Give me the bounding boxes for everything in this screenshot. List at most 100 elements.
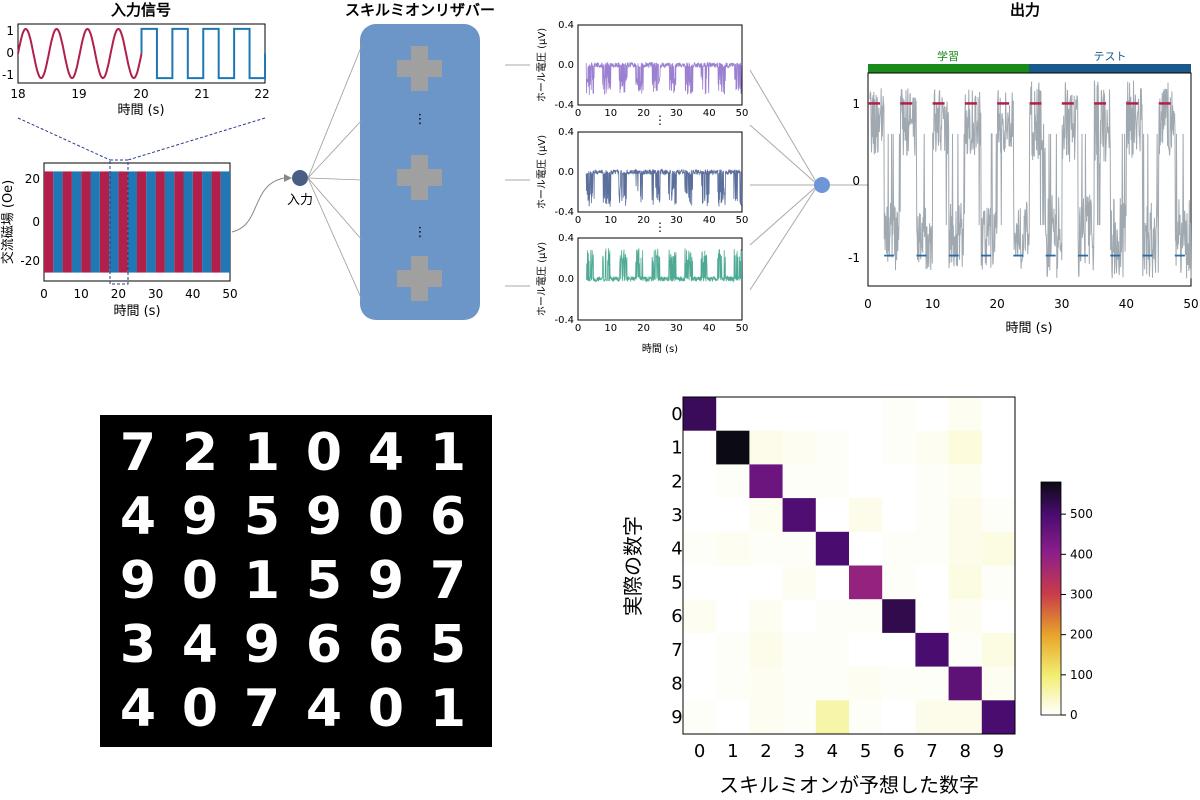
hall-xtick-2-1: 10 [604,323,617,334]
input-segment-1-0 [53,171,63,273]
heatmap-cell-6-6 [882,599,916,634]
input-segment-0-5 [137,171,147,273]
heatmap-cell-2-6 [882,464,916,499]
heatmap-ytick-3: 3 [671,505,682,526]
heatmap-cell-8-5 [849,666,883,701]
hall-xtick-2-3: 30 [670,323,683,334]
heatmap-cell-0-2 [749,397,783,431]
heatmap-cell-7-8 [948,632,983,667]
out-xtick-20: 20 [990,297,1005,311]
colorbar-tick-200: 200 [1070,628,1093,642]
heatmap-cell-0-3 [782,397,817,431]
hall-xtick-1-4: 40 [703,215,716,226]
hall-ytick-0-0: 0.4 [558,20,574,31]
reservoir-dots-1: ⋮ [414,112,427,127]
input-segment-1-5 [146,171,156,273]
inset-sine-series [17,28,143,79]
reservoir-title: スキルミオンリザバー [345,1,495,19]
heatmap-cell-4-3 [782,531,817,566]
heatmap-cell-3-0 [683,498,717,533]
train-label: 学習 [937,49,959,63]
reservoir-link-4 [307,177,363,301]
heatmap-ytick-5: 5 [671,572,682,593]
heatmap-ylabel: 実際の数字 [621,516,645,616]
heatmap-cell-8-6 [882,666,916,701]
inset-ytick-neg1: -1 [2,68,14,82]
heatmap-cell-7-9 [981,632,1016,667]
hall-xtick-2-4: 40 [703,323,716,334]
hall-ytick-2-1: 0.0 [558,274,574,285]
colorbar-tick-100: 100 [1070,668,1093,682]
mnist-digit: 9 [119,551,157,611]
inset-xtick-18: 18 [10,87,25,101]
mnist-digit: 9 [367,551,405,611]
heatmap-cell-6-0 [683,599,717,634]
heatmap-cell-4-9 [981,531,1016,566]
input-segment-1-4 [127,171,137,273]
heatmap-cell-3-7 [915,498,949,533]
input-segment-0-4 [118,171,128,273]
heatmap-xtick-4: 4 [827,741,838,762]
heatmap-cell-2-2 [749,464,783,499]
heatmap-cell-1-4 [815,430,850,465]
heatmap-cell-6-7 [915,599,949,634]
heatmap-cell-2-8 [948,464,983,499]
input-arrow-head [284,174,292,182]
input-segment-0-8 [192,171,203,273]
hall-ytick-1-0: 0.4 [558,127,574,138]
heatmap-cell-8-1 [716,666,750,701]
heatmap-cell-8-3 [782,666,817,701]
out-ytick-1: 1 [852,97,860,111]
hall-xtick-1-5: 50 [736,215,749,226]
heatmap-ytick-8: 8 [671,674,682,695]
skyrmion-cross-2 [397,155,442,200]
mnist-digit: 9 [181,487,219,547]
mnist-digit: 4 [305,679,343,739]
hall-dots-1: ⋮ [654,113,666,127]
out-xtick-10: 10 [925,297,940,311]
heatmap-cell-9-1 [716,700,750,735]
heatmap-cell-6-3 [782,599,817,634]
heatmap-cell-9-9 [981,700,1016,735]
output-signal-series [869,80,1192,279]
out-xtick-0: 0 [864,297,872,311]
heatmap-cell-6-4 [815,599,850,634]
input-segment-1-1 [71,171,82,273]
colorbar-tick-400: 400 [1070,547,1093,561]
hall-ylabel-2: ホール電圧 (μV) [536,242,548,316]
mnist-digit: 7 [243,679,281,739]
skyrmion-cross-3 [397,256,442,301]
mnist-digit: 6 [367,615,405,675]
reservoir-connections [307,44,363,301]
hall-panel-frame-1 [577,131,743,213]
heatmap-cell-1-0 [683,430,717,465]
heatmap-ytick-6: 6 [671,606,682,627]
heatmap-cell-4-6 [882,531,916,566]
zoom-line-right [127,117,266,161]
input-inset-plot: 1 0 -1 18 19 20 21 22 時間 (s) [2,23,270,118]
mnist-digit: 1 [429,679,467,739]
heatmap-cell-7-5 [849,632,883,667]
main-input-xtick-10: 10 [74,287,89,301]
heatmap-xtick-9: 9 [993,741,1004,762]
hall-xtick-1-2: 20 [637,215,650,226]
input-segment-1-8 [202,171,212,273]
heatmap-xtick-5: 5 [860,741,871,762]
heatmap-cell-1-6 [882,430,916,465]
input-segment-0-1 [62,171,72,273]
heatmap-cell-6-8 [948,599,983,634]
output-xlabel: 時間 (s) [1005,321,1052,336]
main-input-xtick-30: 30 [148,287,163,301]
main-ytick-0: 0 [32,215,40,229]
heatmap-cell-1-2 [749,430,783,465]
hall-xtick-2-5: 50 [736,323,749,334]
main-input-xlabel: 時間 (s) [113,304,160,319]
heatmap-cell-8-7 [915,666,949,701]
heatmap-cell-9-7 [915,700,949,735]
test-label: テスト [1094,50,1127,63]
heatmap-cell-1-5 [849,430,883,465]
mnist-digit: 9 [243,615,281,675]
heatmap-cell-3-1 [716,498,750,533]
heatmap-cell-8-2 [749,666,783,701]
hall-series-0 [585,61,743,96]
